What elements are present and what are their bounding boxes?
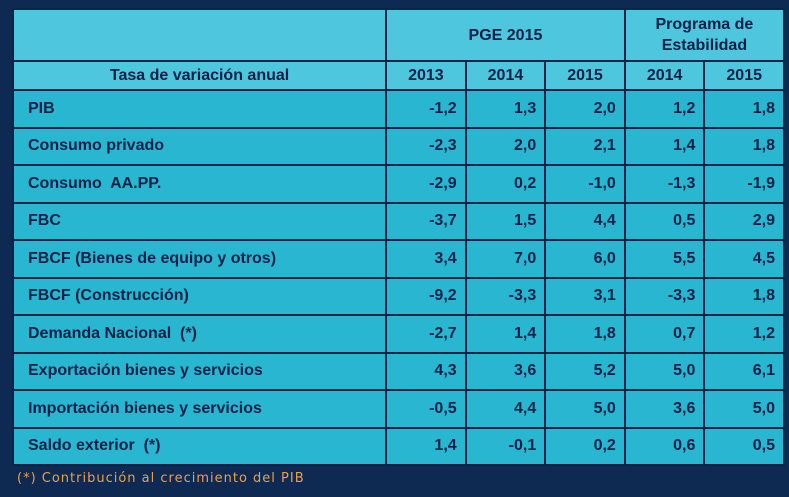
value-cell: 4,3 [387, 353, 465, 389]
value-cell: 2,9 [705, 203, 783, 239]
table-row: PIB -1,2 1,3 2,0 1,2 1,8 [14, 91, 783, 127]
value-cell: 1,4 [387, 428, 465, 464]
row-label: FBC [14, 203, 386, 239]
value-cell: -3,3 [625, 278, 704, 314]
macro-forecast-table: PGE 2015 Programa de Estabilidad Tasa de… [12, 8, 785, 466]
year-header-cell: 2015 [546, 62, 624, 89]
value-cell: 4,5 [705, 241, 783, 277]
value-cell: 0,7 [625, 316, 704, 352]
macro-table-container: PGE 2015 Programa de Estabilidad Tasa de… [12, 8, 785, 466]
value-cell: 5,2 [546, 353, 624, 389]
value-cell: -2,9 [387, 166, 465, 202]
table-row: FBCF (Bienes de equipo y otros) 3,4 7,0 … [14, 241, 783, 277]
value-cell: 2,1 [546, 128, 624, 164]
value-cell: -1,2 [387, 91, 465, 127]
value-cell: 5,5 [625, 241, 704, 277]
value-cell: 1,2 [705, 316, 783, 352]
value-cell: -0,1 [466, 428, 545, 464]
table-row: FBCF (Construcción) -9,2 -3,3 3,1 -3,3 1… [14, 278, 783, 314]
value-cell: 1,2 [625, 91, 704, 127]
row-label: Importación bienes y servicios [14, 391, 386, 427]
year-header-row: Tasa de variación anual 2013 2014 2015 2… [14, 62, 783, 89]
value-cell: 6,0 [546, 241, 624, 277]
value-cell: 1,4 [625, 128, 704, 164]
group-header-pge: PGE 2015 [387, 10, 624, 60]
table-row: FBC -3,7 1,5 4,4 0,5 2,9 [14, 203, 783, 239]
value-cell: 6,1 [705, 353, 783, 389]
value-cell: 3,4 [387, 241, 465, 277]
value-cell: 1,8 [705, 128, 783, 164]
value-cell: 0,2 [466, 166, 545, 202]
table-row: Demanda Nacional (*) -2,7 1,4 1,8 0,7 1,… [14, 316, 783, 352]
row-label: FBCF (Construcción) [14, 278, 386, 314]
value-cell: -1,9 [705, 166, 783, 202]
row-header-label: Tasa de variación anual [14, 62, 386, 89]
value-cell: 3,6 [625, 391, 704, 427]
value-cell: -2,7 [387, 316, 465, 352]
year-header-cell: 2015 [705, 62, 783, 89]
row-label: Saldo exterior (*) [14, 428, 386, 464]
value-cell: -3,7 [387, 203, 465, 239]
row-label: Consumo privado [14, 128, 386, 164]
value-cell: 7,0 [466, 241, 545, 277]
value-cell: 3,6 [466, 353, 545, 389]
value-cell: 1,4 [466, 316, 545, 352]
table-row: Saldo exterior (*) 1,4 -0,1 0,2 0,6 0,5 [14, 428, 783, 464]
group-header-row: PGE 2015 Programa de Estabilidad [14, 10, 783, 60]
group-header-programa-line1: Programa de [655, 16, 754, 33]
value-cell: 0,5 [625, 203, 704, 239]
footnote: (*) Contribución al crecimiento del PIB [17, 471, 305, 486]
value-cell: 0,5 [705, 428, 783, 464]
value-cell: 1,5 [466, 203, 545, 239]
value-cell: 1,8 [705, 91, 783, 127]
group-header-programa: Programa de Estabilidad [625, 10, 783, 60]
table-row: Consumo AA.PP. -2,9 0,2 -1,0 -1,3 -1,9 [14, 166, 783, 202]
year-header-cell: 2013 [387, 62, 465, 89]
value-cell: 1,3 [466, 91, 545, 127]
value-cell: 5,0 [625, 353, 704, 389]
value-cell: 3,1 [546, 278, 624, 314]
year-header-cell: 2014 [466, 62, 545, 89]
value-cell: -3,3 [466, 278, 545, 314]
table-body: PIB -1,2 1,3 2,0 1,2 1,8 Consumo privado… [14, 91, 783, 464]
value-cell: 0,2 [546, 428, 624, 464]
value-cell: -2,3 [387, 128, 465, 164]
year-header-cell: 2014 [625, 62, 704, 89]
row-label: Consumo AA.PP. [14, 166, 386, 202]
value-cell: 1,8 [705, 278, 783, 314]
row-label: FBCF (Bienes de equipo y otros) [14, 241, 386, 277]
value-cell: 2,0 [546, 91, 624, 127]
value-cell: 0,6 [625, 428, 704, 464]
row-label: PIB [14, 91, 386, 127]
value-cell: -0,5 [387, 391, 465, 427]
row-label: Exportación bienes y servicios [14, 353, 386, 389]
group-header-programa-line2: Estabilidad [661, 37, 748, 54]
value-cell: 5,0 [546, 391, 624, 427]
value-cell: -1,0 [546, 166, 624, 202]
table-row: Importación bienes y servicios -0,5 4,4 … [14, 391, 783, 427]
row-label: Demanda Nacional (*) [14, 316, 386, 352]
table-row: Consumo privado -2,3 2,0 2,1 1,4 1,8 [14, 128, 783, 164]
value-cell: -9,2 [387, 278, 465, 314]
table-row: Exportación bienes y servicios 4,3 3,6 5… [14, 353, 783, 389]
value-cell: -1,3 [625, 166, 704, 202]
corner-cell [14, 10, 386, 60]
value-cell: 2,0 [466, 128, 545, 164]
value-cell: 4,4 [466, 391, 545, 427]
value-cell: 1,8 [546, 316, 624, 352]
value-cell: 5,0 [705, 391, 783, 427]
value-cell: 4,4 [546, 203, 624, 239]
